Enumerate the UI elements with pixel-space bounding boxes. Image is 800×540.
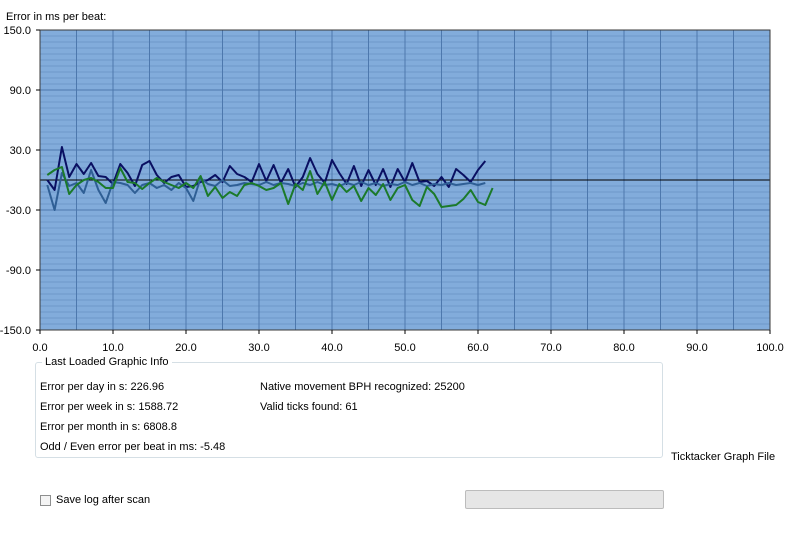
y-tick-label: 30.0 (10, 145, 31, 157)
graph-file-label: Ticktacker Graph File (671, 451, 776, 463)
save-log-label: Save log after scan (56, 494, 151, 506)
x-tick-label: 0.0 (32, 342, 47, 354)
y-tick-label: 150.0 (3, 25, 31, 37)
x-tick-label: 80.0 (613, 342, 634, 354)
x-tick-label: 30.0 (248, 342, 269, 354)
x-tick-label: 100.0 (756, 342, 784, 354)
last-loaded-info-group: Last Loaded Graphic Info (35, 355, 663, 458)
series-line-2 (46, 169, 486, 211)
series-line-3 (46, 166, 494, 208)
error-per-month: Error per month in s: 6808.8 (40, 421, 177, 433)
x-tick-label: 10.0 (102, 342, 123, 354)
error-per-day: Error per day in s: 226.96 (40, 381, 165, 393)
x-tick-label: 60.0 (467, 342, 488, 354)
native-bph: Native movement BPH recognized: 25200 (260, 381, 465, 393)
x-tick-label: 50.0 (394, 342, 415, 354)
odd-even-error: Odd / Even error per beat in ms: -5.48 (40, 441, 226, 453)
save-log-checkbox[interactable]: Save log after scan (40, 492, 150, 508)
progress-bar (465, 490, 664, 509)
chart-title: Error in ms per beat: (6, 11, 107, 23)
y-tick-label: 90.0 (10, 85, 31, 97)
checkbox-box[interactable] (40, 494, 51, 506)
x-tick-label: 40.0 (321, 342, 342, 354)
x-tick-label: 70.0 (540, 342, 561, 354)
y-tick-label: -30.0 (6, 205, 31, 217)
x-tick-label: 90.0 (686, 342, 707, 354)
valid-ticks: Valid ticks found: 61 (260, 401, 358, 413)
group-title: Last Loaded Graphic Info (42, 355, 172, 369)
y-tick-label: -90.0 (6, 265, 31, 277)
error-graph: 150.0 90.0 30.0 -30.0 -90.0 -150.00.0 10.0 20.0… (0, 25, 784, 354)
y-tick-label: -150.0 (0, 325, 31, 337)
error-per-week: Error per week in s: 1588.72 (40, 401, 179, 413)
x-tick-label: 20.0 (175, 342, 196, 354)
